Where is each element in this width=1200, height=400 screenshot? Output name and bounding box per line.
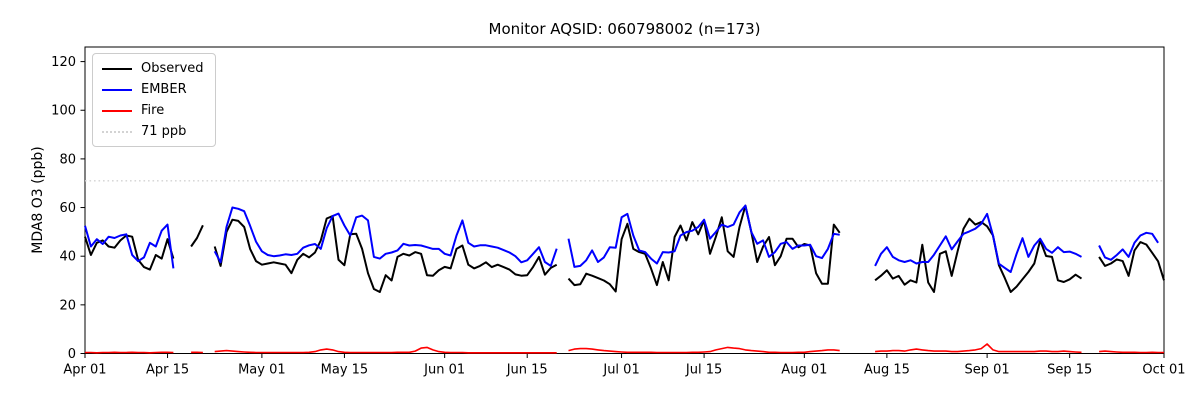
x-tick-label: May 01 [238, 363, 286, 378]
legend-item-ember: EMBER [102, 82, 204, 97]
axes-frame [84, 46, 1165, 354]
x-tick-label: Sep 15 [1047, 363, 1092, 378]
y-axis-label: MDA8 O3 (ppb) [30, 146, 46, 254]
x-tick-label: Jul 01 [602, 363, 639, 378]
legend: Observed EMBER Fire 71 ppb [92, 53, 216, 147]
x-tick-label: May 15 [321, 363, 369, 378]
observed-line-sample [102, 67, 132, 70]
y-tick-label: 120 [51, 55, 76, 70]
x-tick-label: Jun 15 [506, 363, 548, 378]
legend-item-observed: Observed [102, 61, 204, 76]
series-line-fire [85, 343, 1164, 354]
legend-label-ember: EMBER [141, 82, 187, 97]
x-tick-label: Apr 01 [63, 363, 106, 378]
x-tick-label: Jul 15 [685, 363, 722, 378]
legend-label-observed: Observed [141, 61, 204, 76]
x-tick-label: Jun 01 [423, 363, 465, 378]
y-tick-label: 80 [59, 152, 76, 167]
chart-title: Monitor AQSID: 060798002 (n=173) [488, 20, 761, 38]
legend-label-threshold: 71 ppb [141, 124, 187, 139]
x-tick-label: Sep 01 [965, 363, 1010, 378]
legend-item-threshold: 71 ppb [102, 124, 204, 139]
y-tick-label: 0 [68, 347, 76, 362]
threshold-line-sample [102, 130, 132, 133]
y-tick-label: 60 [59, 201, 76, 216]
y-tick-label: 20 [59, 298, 76, 313]
x-tick-label: Aug 15 [864, 363, 910, 378]
legend-label-fire: Fire [141, 103, 165, 118]
y-tick-label: 100 [51, 104, 76, 119]
legend-item-fire: Fire [102, 103, 204, 118]
x-tick-label: Apr 15 [146, 363, 189, 378]
x-tick-label: Oct 01 [1142, 363, 1185, 378]
series-line-ember [84, 204, 1159, 273]
fire-line-sample [102, 109, 132, 112]
ember-line-sample [102, 88, 132, 91]
x-tick-label: Aug 01 [781, 363, 827, 378]
y-tick-label: 40 [59, 250, 76, 265]
